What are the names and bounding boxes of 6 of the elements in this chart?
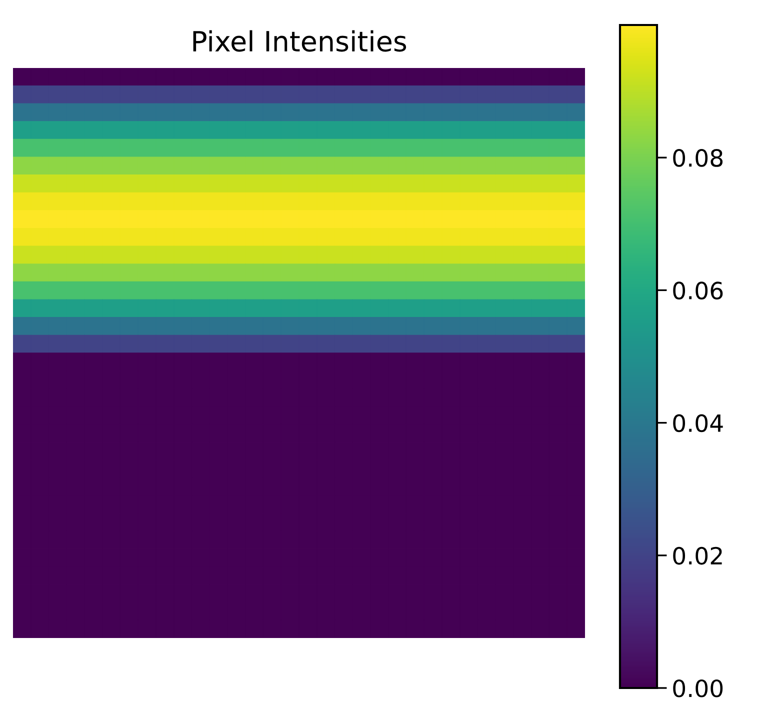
color-bar-label: 0.06 xyxy=(673,282,723,300)
color-bar-label: 0.04 xyxy=(673,414,723,432)
color-bar-label: 0.00 xyxy=(673,679,723,698)
chart-title: Pixel Intensities xyxy=(193,30,406,52)
color-bar-label: 0.02 xyxy=(673,546,722,565)
color-bar-label: 0.08 xyxy=(673,149,723,167)
